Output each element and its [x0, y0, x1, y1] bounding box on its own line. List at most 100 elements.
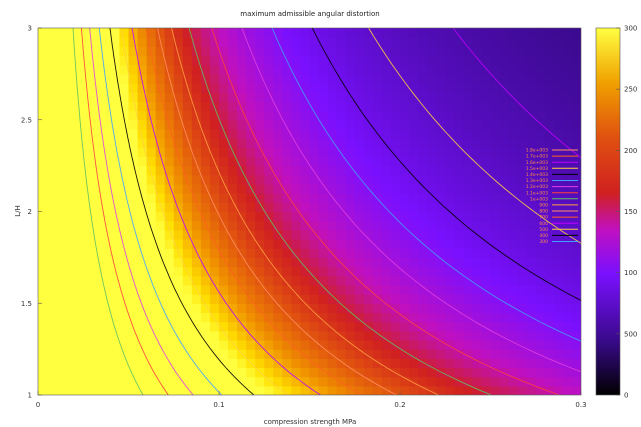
heatmap-cell — [345, 248, 356, 258]
heatmap-cell — [345, 147, 356, 158]
legend-label: 1.7e+003 — [526, 154, 548, 160]
heatmap-cell — [56, 101, 66, 112]
heatmap-cell — [119, 101, 130, 112]
heatmap-cell — [336, 174, 347, 185]
heatmap-cell — [291, 321, 302, 332]
heatmap-cell — [436, 110, 446, 121]
heatmap-cell — [481, 174, 492, 185]
heatmap-cell — [436, 339, 446, 350]
heatmap-cell — [92, 119, 102, 130]
heatmap-cell — [155, 385, 166, 395]
heatmap-cell — [508, 339, 519, 350]
heatmap-cell — [137, 165, 148, 176]
heatmap-cell — [327, 64, 338, 75]
heatmap-cell — [571, 266, 581, 277]
heatmap-cell — [508, 358, 519, 369]
heatmap-cell — [517, 349, 528, 359]
heatmap-cell — [228, 303, 238, 314]
heatmap-cell — [291, 183, 302, 194]
heatmap-cell — [400, 211, 410, 222]
heatmap-cell — [173, 275, 184, 286]
heatmap-cell — [38, 37, 48, 47]
heatmap-cell — [481, 37, 492, 47]
heatmap-cell — [390, 257, 401, 268]
heatmap-cell — [517, 110, 528, 121]
heatmap-cell — [137, 156, 148, 167]
heatmap-cell — [454, 202, 464, 213]
heatmap-cell — [155, 257, 166, 268]
heatmap-cell — [409, 321, 419, 332]
heatmap-cell — [363, 156, 374, 167]
heatmap-cell — [445, 147, 455, 158]
heatmap-cell — [92, 358, 102, 369]
heatmap-cell — [336, 220, 347, 231]
heatmap-cell — [490, 385, 501, 395]
heatmap-cell — [427, 312, 437, 323]
heatmap-cell — [390, 193, 401, 203]
heatmap-cell — [164, 211, 175, 222]
heatmap-cell — [155, 358, 166, 369]
heatmap-cell — [571, 367, 581, 378]
heatmap-cell — [535, 101, 546, 112]
heatmap-cell — [336, 183, 347, 194]
heatmap-cell — [481, 83, 492, 93]
heatmap-cell — [300, 349, 311, 359]
heatmap-cell — [327, 73, 338, 84]
heatmap-cell — [472, 367, 483, 378]
heatmap-cell — [445, 266, 455, 277]
heatmap-cell — [526, 28, 537, 38]
heatmap-cell — [481, 73, 492, 84]
heatmap-cell — [137, 358, 148, 369]
heatmap-cell — [173, 55, 184, 66]
heatmap-cell — [309, 349, 320, 359]
heatmap-cell — [535, 73, 546, 84]
heatmap-cell — [237, 156, 247, 167]
heatmap-cell — [336, 55, 347, 66]
heatmap-cell — [300, 110, 311, 121]
heatmap-cell — [291, 248, 302, 258]
heatmap-cell — [56, 37, 66, 47]
heatmap-cell — [155, 110, 166, 121]
heatmap-cell — [282, 275, 292, 286]
heatmap-cell — [345, 92, 356, 103]
heatmap-cell — [508, 46, 519, 57]
heatmap-cell — [182, 183, 193, 194]
heatmap-cell — [155, 284, 166, 295]
heatmap-cell — [436, 349, 446, 359]
heatmap-cell — [228, 376, 238, 387]
heatmap-cell — [155, 211, 166, 222]
heatmap-cell — [246, 284, 256, 295]
heatmap-cell — [173, 92, 184, 103]
heatmap-cell — [282, 156, 292, 167]
heatmap-cell — [336, 385, 347, 395]
heatmap-cell — [300, 64, 311, 75]
heatmap-cell — [273, 110, 283, 121]
heatmap-cell — [101, 349, 111, 359]
heatmap-cell — [318, 294, 329, 304]
heatmap-cell — [481, 257, 492, 268]
heatmap-cell — [327, 211, 338, 222]
heatmap-cell — [65, 165, 75, 176]
heatmap-cell — [418, 367, 428, 378]
heatmap-cell — [327, 183, 338, 194]
heatmap-cell — [345, 330, 356, 341]
heatmap-cell — [490, 28, 501, 38]
heatmap-cell — [273, 294, 283, 304]
heatmap-cell — [273, 229, 283, 240]
heatmap-cell — [164, 46, 175, 57]
heatmap-cell — [128, 358, 139, 369]
heatmap-cell — [237, 385, 247, 395]
heatmap-cell — [345, 367, 356, 378]
heatmap-cell — [38, 119, 48, 130]
heatmap-cell — [418, 138, 428, 148]
heatmap-cell — [400, 147, 410, 158]
heatmap-cell — [345, 110, 356, 121]
heatmap-cell — [110, 55, 121, 66]
heatmap-cell — [336, 303, 347, 314]
heatmap-cell — [508, 349, 519, 359]
heatmap-cell — [255, 275, 265, 286]
heatmap-cell — [119, 330, 130, 341]
heatmap-cell — [209, 147, 220, 158]
heatmap-cell — [146, 239, 157, 249]
heatmap-cell — [363, 165, 374, 176]
